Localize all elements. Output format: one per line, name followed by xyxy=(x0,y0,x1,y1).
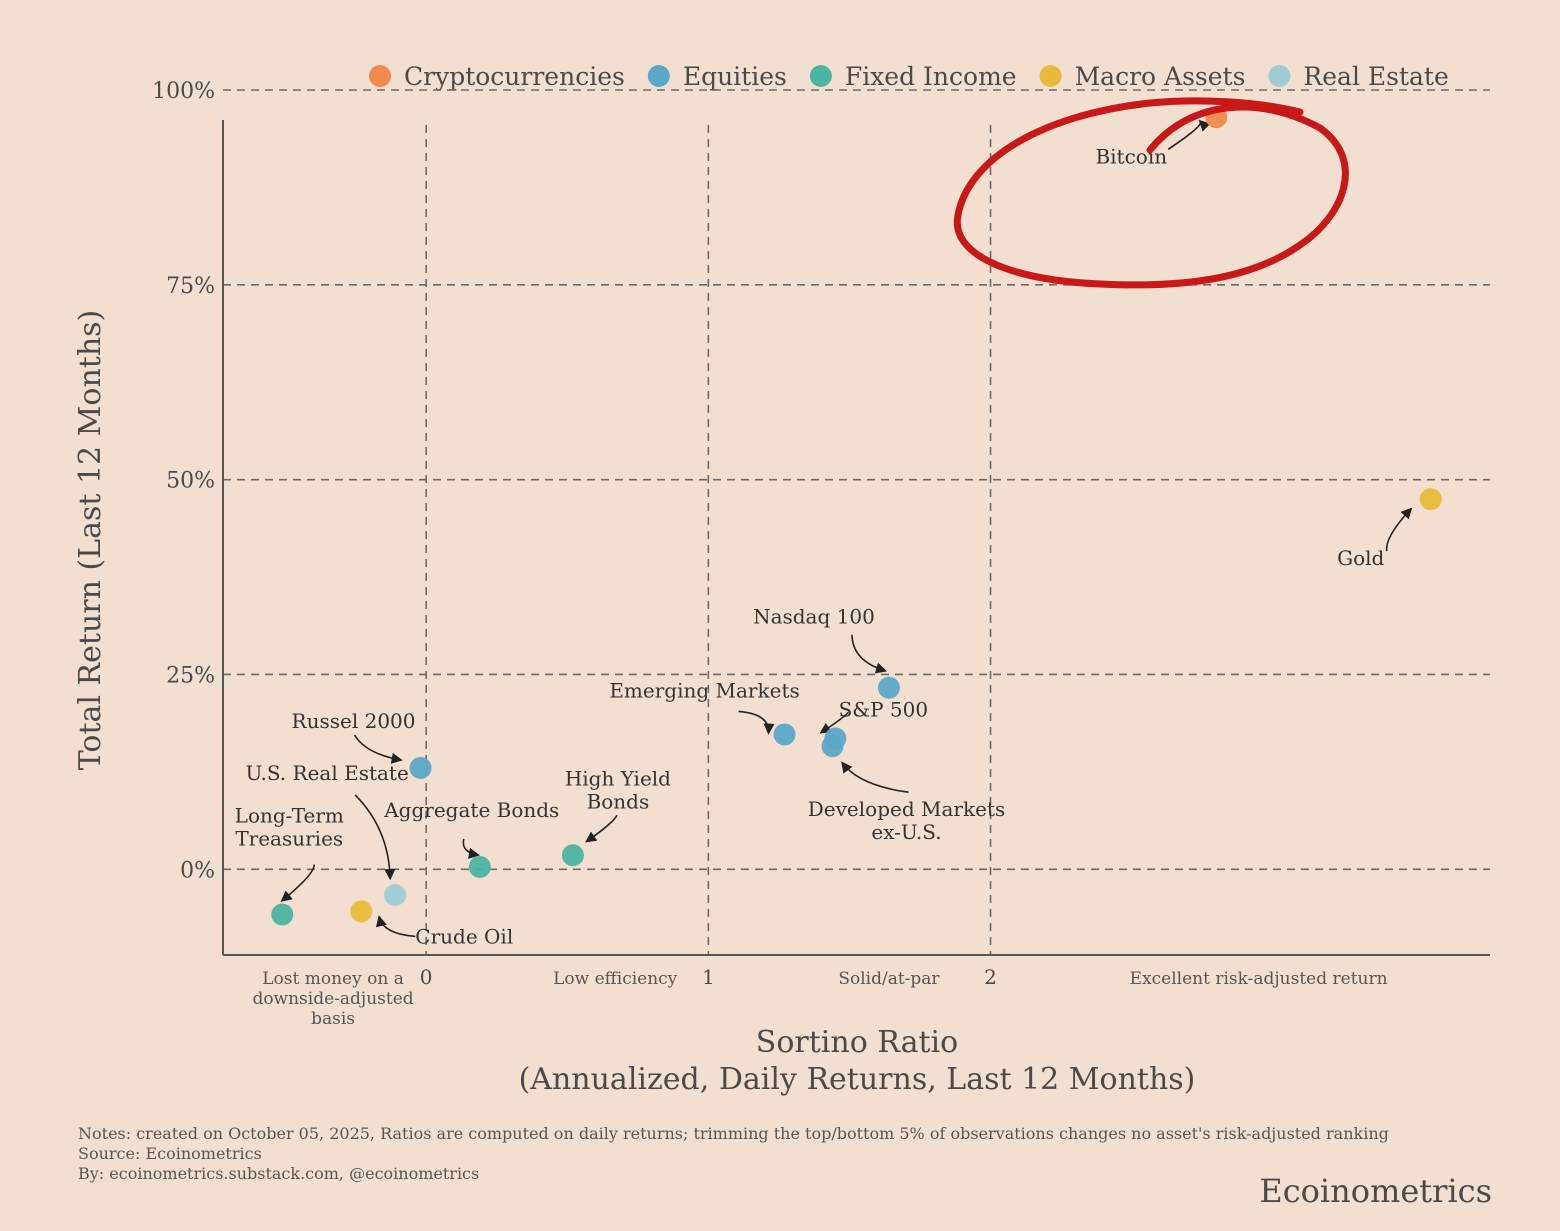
point-label: Developed Markets ex-U.S. xyxy=(808,797,1005,844)
zone-label-line: Solid/at-par xyxy=(838,969,940,989)
legend-marker xyxy=(1268,65,1291,87)
point-label: High Yield Bonds xyxy=(565,766,671,813)
point-label: S&P 500 xyxy=(839,697,929,721)
point-label-line: Developed Markets xyxy=(808,797,1005,821)
zone-labels: Lost money on a downside-adjusted basis Low… xyxy=(252,969,1387,1029)
point-label: Crude Oil xyxy=(415,924,513,948)
point-label-line: Bitcoin xyxy=(1095,144,1167,168)
legend-label: Fixed Income xyxy=(845,62,1017,91)
annotation-arrow xyxy=(1385,507,1413,552)
data-point xyxy=(877,676,900,699)
point-label-line: Crude Oil xyxy=(415,924,513,948)
point-label-line: Long-Term xyxy=(235,803,344,827)
annotation-arrow xyxy=(585,814,618,843)
legend-marker xyxy=(809,65,832,87)
zone-label-line: Low efficiency xyxy=(553,969,678,989)
x-tick-label: 1 xyxy=(702,965,715,989)
annotation-arrow xyxy=(353,734,403,764)
zone-label: Excellent risk-adjusted return xyxy=(1130,969,1388,989)
annotation-arrow xyxy=(841,761,909,793)
y-tick-label: 75% xyxy=(166,274,215,299)
zone-label-line: Lost money on a xyxy=(262,969,404,989)
data-point xyxy=(821,735,844,758)
notes-line: Notes: created on October 05, 2025, Rati… xyxy=(78,1124,1389,1143)
annotation-arrow xyxy=(1167,119,1211,150)
point-label: Long-Term Treasuries xyxy=(235,803,344,850)
point-label: U.S. Real Estate xyxy=(245,761,408,785)
legend-marker xyxy=(369,65,391,87)
annotation-arrow xyxy=(738,710,775,735)
point-label: Gold xyxy=(1337,546,1384,570)
point-label: Aggregate Bonds xyxy=(383,798,559,822)
annotation-arrow xyxy=(354,794,396,881)
data-point xyxy=(409,756,432,779)
axes xyxy=(222,120,1490,956)
zone-label: Solid/at-par xyxy=(838,969,940,989)
point-label-line: ex-U.S. xyxy=(871,820,941,844)
y-tick-labels: 0% 25% 50% 75% 100% xyxy=(152,79,215,883)
point-label-line: Gold xyxy=(1337,546,1384,570)
data-point xyxy=(271,903,294,926)
y-axis-title: Total Return (Last 12 Months) xyxy=(73,310,108,771)
source-line: Source: Ecoinometrics xyxy=(78,1144,262,1163)
data-point xyxy=(773,723,796,746)
y-tick-label: 25% xyxy=(166,663,215,688)
legend-label: Equities xyxy=(683,62,787,91)
annotation-arrow xyxy=(819,711,849,734)
annotation-arrow xyxy=(280,864,316,902)
point-annotations: Bitcoin Nasdaq 100 S&P 500 Developed Market… xyxy=(235,119,1413,948)
annotation-arrow xyxy=(375,915,416,938)
grid xyxy=(223,89,1490,955)
notes: Notes: created on October 05, 2025, Rati… xyxy=(78,1124,1389,1184)
legend-marker xyxy=(1039,65,1062,87)
point-label-line: Aggregate Bonds xyxy=(383,798,559,822)
x-tick-label: 0 xyxy=(420,965,433,989)
x-axis-title-line2: (Annualized, Daily Returns, Last 12 Mont… xyxy=(519,1062,1196,1097)
y-tick-label: 0% xyxy=(180,858,215,883)
point-label: Bitcoin xyxy=(1095,144,1167,168)
point-label: Emerging Markets xyxy=(609,678,799,702)
point-label-line: High Yield xyxy=(565,766,671,790)
y-tick-label: 50% xyxy=(166,469,215,494)
data-point xyxy=(468,855,491,878)
point-label-line: Treasuries xyxy=(235,826,343,850)
legend-label: Real Estate xyxy=(1303,62,1448,91)
data-point xyxy=(384,883,407,906)
legend: Cryptocurrencies Equities Fixed Income Macr… xyxy=(369,62,1449,91)
legend-label: Cryptocurrencies xyxy=(404,62,625,91)
point-label-line: Emerging Markets xyxy=(609,678,799,702)
x-axis-title-line1: Sortino Ratio xyxy=(756,1025,958,1060)
data-point xyxy=(1419,488,1442,511)
byline: By: ecoinometrics.substack.com, @ecoinom… xyxy=(78,1164,480,1183)
legend-label: Macro Assets xyxy=(1075,62,1246,91)
zone-label-line: Excellent risk-adjusted return xyxy=(1130,969,1388,989)
annotation-arrow xyxy=(851,634,888,674)
point-label-line: Bonds xyxy=(587,789,650,813)
annotation-arrow xyxy=(462,838,480,859)
zone-label: Lost money on a downside-adjusted basis xyxy=(252,969,413,1029)
data-points xyxy=(271,106,1442,926)
point-label-line: Russel 2000 xyxy=(292,709,416,733)
x-tick-label: 2 xyxy=(984,965,997,989)
x-tick-labels: 0 1 2 xyxy=(420,965,997,989)
point-label-line: U.S. Real Estate xyxy=(245,761,408,785)
point-label: Nasdaq 100 xyxy=(753,605,875,629)
brand-logo-text: Ecoinometrics xyxy=(1259,1172,1492,1210)
point-label-line: S&P 500 xyxy=(839,697,929,721)
data-point xyxy=(561,844,584,867)
zone-label-line: basis xyxy=(311,1009,355,1029)
y-tick-label: 100% xyxy=(152,79,215,104)
point-label: Russel 2000 xyxy=(292,709,416,733)
highlight-circle xyxy=(953,97,1349,289)
data-point xyxy=(350,900,373,923)
zone-label: Low efficiency xyxy=(553,969,678,989)
legend-marker xyxy=(647,65,670,87)
point-label-line: Nasdaq 100 xyxy=(753,605,875,629)
zone-label-line: downside-adjusted xyxy=(252,989,413,1009)
